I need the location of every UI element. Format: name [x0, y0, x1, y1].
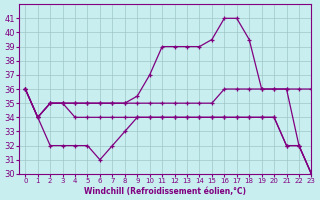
X-axis label: Windchill (Refroidissement éolien,°C): Windchill (Refroidissement éolien,°C)	[84, 187, 246, 196]
